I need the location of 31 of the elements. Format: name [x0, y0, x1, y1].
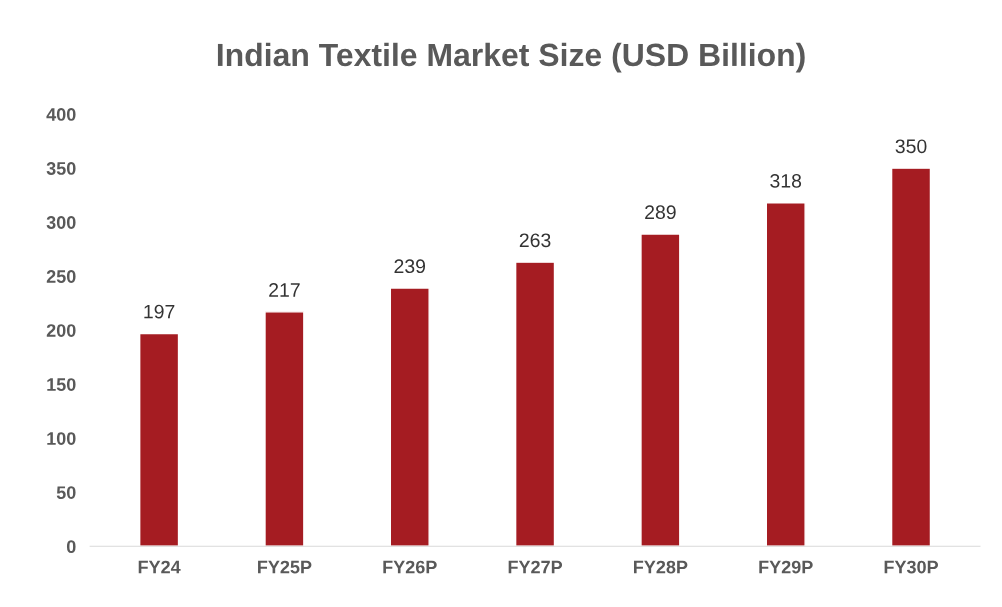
y-tick-label: 300: [46, 216, 76, 229]
y-tick-label: 400: [46, 108, 76, 121]
bar: [640, 233, 681, 547]
x-tick-label: FY29P: [759, 560, 813, 574]
bar: [264, 311, 305, 547]
bar: [138, 332, 180, 547]
y-tick-label: 0: [66, 540, 76, 554]
data-label: 289: [645, 205, 676, 220]
data-label: 197: [144, 304, 175, 319]
y-tick-label: 200: [46, 324, 76, 337]
data-label: 263: [519, 233, 551, 248]
x-tick-label: FY24: [138, 560, 181, 574]
x-tick-label: FY25P: [258, 560, 312, 574]
bar: [890, 167, 932, 547]
bar: [389, 287, 430, 547]
y-tick-label: 150: [47, 378, 76, 391]
chart-title: Indian Textile Market Size (USD Billion): [217, 42, 805, 73]
y-tick-label: 100: [47, 432, 76, 445]
data-label: 217: [269, 283, 300, 297]
x-tick-label: FY27P: [508, 560, 563, 574]
y-tick-label: 350: [46, 162, 76, 175]
x-tick-label: FY30P: [884, 560, 939, 574]
bar: [514, 261, 556, 547]
y-tick-label: 50: [56, 486, 76, 499]
y-tick-label: 250: [46, 270, 76, 283]
data-label: 350: [895, 139, 927, 154]
x-tick-label: FY26P: [383, 560, 437, 574]
bar: [765, 202, 806, 547]
data-label: 318: [770, 173, 802, 188]
x-tick-label: FY28P: [634, 560, 688, 574]
data-label: 239: [394, 259, 426, 274]
